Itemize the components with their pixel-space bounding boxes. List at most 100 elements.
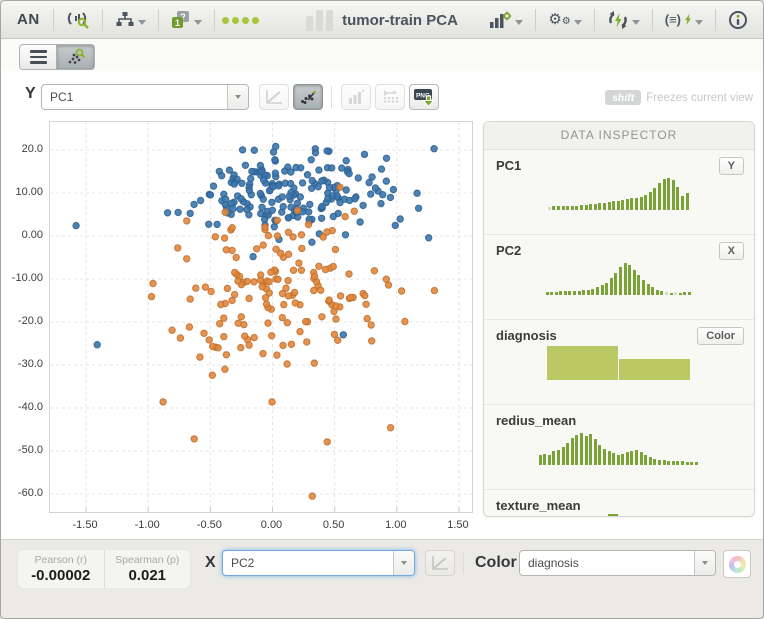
data-point-benign	[259, 195, 268, 203]
y-axis-select[interactable]: PC1	[41, 84, 249, 110]
x-tick-label: 0.00	[260, 519, 283, 531]
data-point-benign	[196, 196, 205, 205]
data-point-malignant	[257, 276, 265, 285]
data-point-malignant	[231, 268, 239, 277]
signal-search-button[interactable]	[61, 7, 95, 33]
data-point-malignant	[276, 249, 285, 257]
data-point-malignant	[211, 233, 220, 241]
x-axis-label: X	[205, 554, 216, 571]
color-by-select[interactable]: diagnosis	[519, 550, 716, 576]
data-point-malignant	[347, 293, 355, 302]
data-point-malignant	[319, 233, 327, 241]
data-point-benign	[391, 221, 399, 230]
inspector-row-PC2[interactable]: PC2 X	[484, 235, 754, 320]
tab-scatter-view[interactable]	[57, 44, 95, 70]
data-point-malignant	[295, 259, 303, 267]
data-point-benign	[356, 218, 364, 226]
divider	[715, 8, 716, 31]
data-point-malignant	[336, 292, 345, 300]
status-dot	[221, 16, 229, 24]
divider	[593, 8, 595, 31]
histogram-bar	[667, 461, 671, 465]
data-point-malignant	[341, 212, 349, 221]
data-point-benign	[72, 221, 80, 230]
divider	[213, 8, 215, 31]
divider	[157, 8, 159, 31]
x-trendline-button[interactable]	[425, 550, 455, 576]
versions-icon: ? 1	[171, 10, 189, 28]
histogram-bar	[561, 206, 565, 210]
data-point-benign	[263, 207, 272, 216]
data-point-benign	[285, 192, 294, 200]
data-point-malignant	[272, 245, 280, 253]
histogram-bar	[596, 287, 600, 295]
reorder-table-button[interactable]	[375, 84, 405, 110]
data-point-benign	[315, 166, 323, 174]
data-point-benign	[225, 166, 234, 174]
axis-badge-x[interactable]: X	[718, 242, 744, 260]
histogram-PC1	[484, 178, 754, 210]
data-point-benign	[359, 201, 367, 210]
data-point-benign	[311, 149, 320, 157]
tab-list-view[interactable]	[19, 44, 57, 70]
x-axis-value: PC2	[231, 556, 255, 570]
export-png-button[interactable]: PNG	[409, 84, 439, 110]
scatter-tool-button[interactable]	[293, 84, 323, 110]
normalize-button[interactable]: (≡)	[660, 7, 708, 33]
versions-button[interactable]: ? 1	[166, 7, 207, 33]
scatter-plot-canvas[interactable]	[50, 122, 472, 512]
histogram-bar	[575, 435, 579, 465]
inspector-row-diagnosis[interactable]: diagnosis Color	[484, 320, 754, 405]
data-point-benign	[305, 208, 313, 216]
data-point-benign	[336, 198, 344, 207]
chevron-down-icon	[631, 20, 640, 25]
axis-badge-y[interactable]: Y	[718, 157, 744, 175]
inspector-row-PC1[interactable]: PC1 Y	[484, 150, 754, 235]
data-point-malignant	[317, 286, 325, 294]
bottom-bar: Pearson (r) -0.00002 Spearman (p) 0.021 …	[1, 539, 763, 618]
axis-badge-color[interactable]: Color	[697, 327, 744, 345]
data-point-malignant	[323, 438, 331, 446]
data-point-malignant	[291, 299, 300, 307]
data-point-benign	[341, 231, 350, 239]
data-point-malignant	[336, 183, 344, 192]
data-point-benign	[328, 164, 336, 172]
histogram-bar	[685, 193, 689, 210]
data-point-benign	[236, 205, 244, 213]
trendline-button[interactable]	[259, 84, 289, 110]
inspector-row-texture_mean[interactable]: texture_mean	[484, 490, 754, 516]
y-tick-label: -50.0	[17, 443, 43, 456]
histogram-bar	[625, 199, 629, 210]
histogram-bar	[655, 290, 659, 295]
y-tick-label: 10.00	[15, 185, 43, 198]
inspector-row-redius_mean[interactable]: redius_mean	[484, 405, 754, 490]
color-by-label: Color	[475, 554, 517, 571]
normalize-icon: (≡)	[664, 12, 681, 27]
add-chart-button[interactable]	[341, 84, 371, 110]
chart-settings-button[interactable]	[483, 7, 528, 33]
histogram-bar	[605, 283, 609, 295]
recompute-button[interactable]	[602, 7, 645, 33]
spearman-value: 0.021	[128, 567, 167, 584]
histogram-bar	[671, 461, 675, 465]
data-point-malignant	[297, 266, 306, 274]
data-point-benign	[93, 341, 101, 349]
data-point-benign	[297, 164, 305, 172]
histogram-bar	[630, 451, 634, 465]
hierarchy-button[interactable]	[110, 7, 151, 33]
data-point-benign	[257, 209, 265, 218]
data-point-malignant	[287, 340, 296, 349]
settings-button[interactable]: ⚙⚙	[543, 7, 586, 33]
data-point-malignant	[174, 244, 182, 252]
histogram-bar	[547, 346, 618, 380]
data-point-benign	[248, 167, 256, 176]
data-point-malignant	[315, 262, 323, 271]
histogram-bar	[681, 461, 685, 465]
data-point-benign	[287, 168, 295, 176]
info-button[interactable]	[723, 7, 753, 33]
color-palette-button[interactable]	[723, 550, 751, 578]
x-axis-select[interactable]: PC2	[222, 550, 415, 576]
data-point-benign	[325, 183, 334, 192]
data-point-benign	[268, 198, 276, 207]
data-point-malignant	[228, 246, 236, 255]
